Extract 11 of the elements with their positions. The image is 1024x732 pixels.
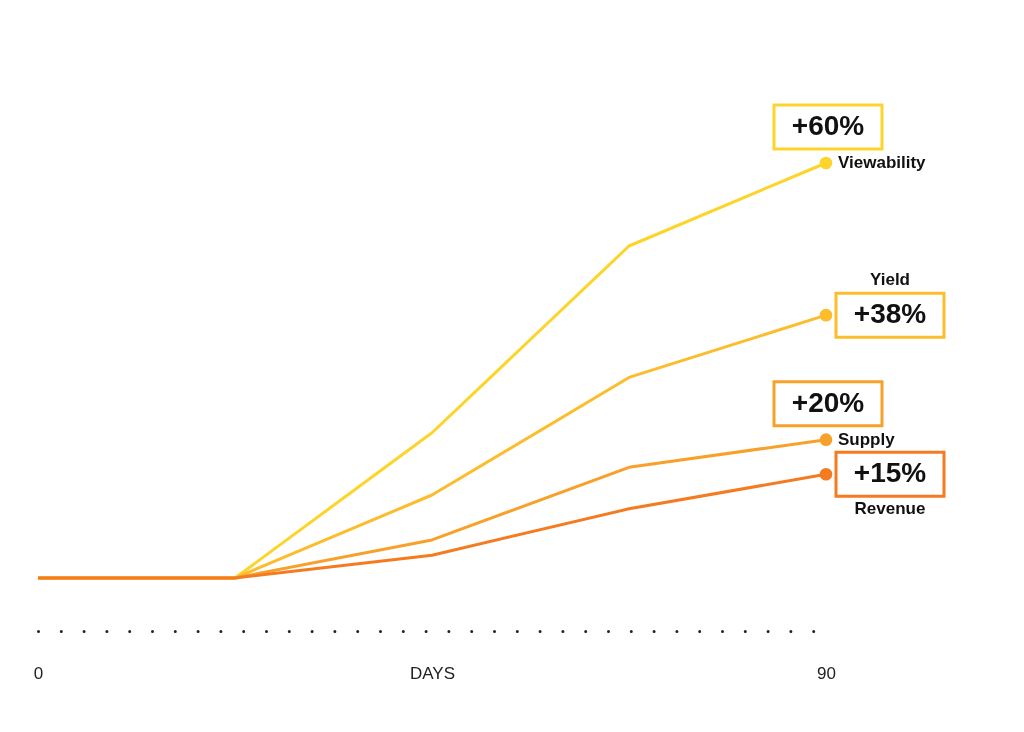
x-tick-label: 90 (817, 663, 836, 683)
data-label: +15% (853, 457, 927, 489)
data-label: +38% (853, 298, 927, 330)
text: Yield (870, 270, 910, 290)
x-axis-title: DAYS (409, 663, 456, 683)
series-label: Supply (838, 429, 896, 449)
data-label: +20% (791, 386, 865, 418)
x-tick-label: 0 (33, 663, 44, 683)
data-label: +60% (791, 110, 865, 141)
series-label: Viewability (838, 153, 927, 172)
series-label: Revenue (854, 499, 926, 519)
